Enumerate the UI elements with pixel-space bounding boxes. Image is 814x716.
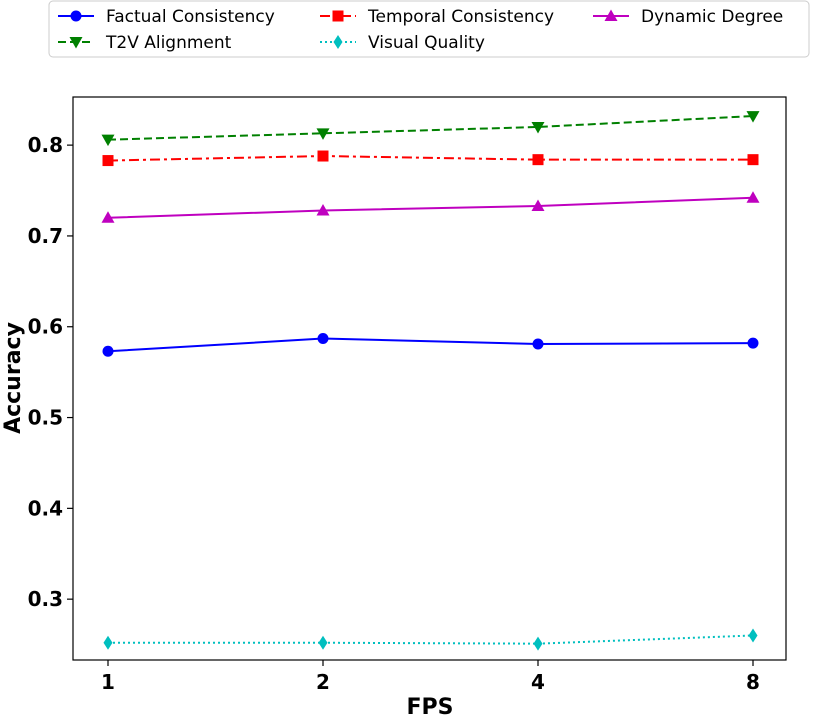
- x-tick-label: 1: [101, 670, 115, 694]
- data-point-visual-quality: [748, 628, 758, 643]
- series-dynamic-degree: [101, 191, 760, 223]
- data-point-factual-consistency: [317, 333, 329, 345]
- y-tick-label: 0.3: [28, 587, 63, 611]
- data-point-visual-quality: [103, 635, 113, 650]
- x-tick-label: 8: [746, 670, 760, 694]
- legend-marker: [69, 37, 83, 49]
- x-tick-label: 4: [531, 670, 545, 694]
- data-point-temporal-consistency: [102, 155, 114, 167]
- data-point-t2v-alignment: [316, 128, 330, 140]
- legend-item-temporal-consistency: Temporal Consistency: [320, 7, 554, 27]
- data-point-factual-consistency: [532, 338, 544, 350]
- y-tick-label: 0.5: [28, 406, 63, 430]
- y-tick-label: 0.7: [28, 224, 63, 248]
- x-axis: 1 2 4 8: [101, 660, 760, 694]
- data-point-dynamic-degree: [531, 199, 545, 211]
- legend-label: T2V Alignment: [105, 33, 232, 53]
- legend-label: Factual Consistency: [106, 7, 275, 27]
- legend-marker: [332, 10, 344, 22]
- series-t2v-alignment: [101, 111, 760, 147]
- data-point-factual-consistency: [102, 345, 114, 357]
- legend-item-factual-consistency: Factual Consistency: [58, 7, 275, 27]
- legend-label: Temporal Consistency: [367, 7, 554, 27]
- y-tick-label: 0.8: [28, 133, 63, 157]
- x-tick-label: 2: [316, 670, 330, 694]
- data-point-t2v-alignment: [101, 134, 115, 147]
- data-point-dynamic-degree: [746, 191, 760, 203]
- legend-marker: [604, 9, 618, 21]
- data-point-visual-quality: [533, 636, 543, 651]
- legend-item-dynamic-degree: Dynamic Degree: [593, 7, 783, 27]
- y-axis-label: Accuracy: [1, 322, 26, 434]
- y-tick-label: 0.4: [28, 496, 63, 520]
- data-point-temporal-consistency: [532, 154, 544, 166]
- data-point-visual-quality: [318, 635, 328, 650]
- y-axis: 0.3 0.4 0.5 0.6 0.7 0.8: [28, 133, 73, 611]
- legend-label: Dynamic Degree: [641, 7, 783, 27]
- data-point-temporal-consistency: [747, 154, 759, 166]
- data-point-t2v-alignment: [531, 121, 545, 134]
- x-axis-label: FPS: [407, 695, 454, 716]
- legend: Factual Consistency Temporal Consistency D…: [48, 0, 810, 58]
- data-point-factual-consistency: [747, 337, 759, 349]
- series-temporal-consistency: [102, 150, 759, 167]
- data-point-dynamic-degree: [316, 204, 330, 216]
- plot-area: [72, 96, 787, 661]
- y-tick-label: 0.6: [28, 315, 63, 339]
- series-factual-consistency: [102, 333, 759, 357]
- series-line-factual-consistency: [107, 337, 754, 353]
- data-point-dynamic-degree: [101, 211, 115, 223]
- data-point-t2v-alignment: [746, 111, 760, 123]
- series-line-dynamic-degree: [107, 196, 754, 219]
- legend-item-t2v-alignment: T2V Alignment: [58, 33, 232, 53]
- legend-label: Visual Quality: [368, 33, 485, 53]
- legend-item-visual-quality: Visual Quality: [320, 33, 485, 53]
- series-visual-quality: [103, 628, 758, 651]
- data-point-temporal-consistency: [317, 150, 329, 162]
- series-layer: [101, 111, 760, 651]
- series-line-temporal-consistency: [107, 155, 753, 162]
- legend-marker: [333, 35, 343, 49]
- legend-marker: [70, 10, 82, 22]
